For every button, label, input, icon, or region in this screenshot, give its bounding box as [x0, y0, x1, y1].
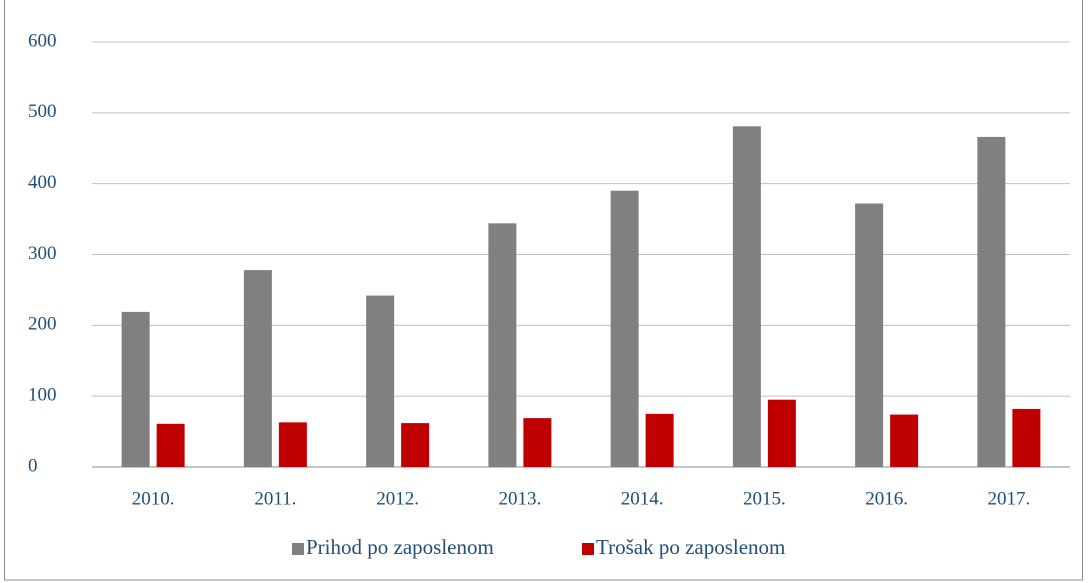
legend-label: Prihod po zaposlenom: [306, 535, 494, 559]
x-tick-label: 2010.: [132, 488, 175, 509]
y-tick-label: 0: [28, 455, 38, 476]
x-tick-label: 2017.: [988, 488, 1031, 509]
legend-swatch: [582, 543, 594, 555]
bar: [610, 190, 639, 467]
x-tick-label: 2013.: [499, 488, 542, 509]
bar: [890, 414, 919, 467]
bar: [855, 203, 884, 467]
y-tick-label: 300: [28, 243, 57, 264]
bar: [645, 413, 674, 467]
bar: [156, 423, 185, 467]
x-tick-label: 2012.: [376, 488, 419, 509]
bar: [767, 399, 796, 467]
x-tick-label: 2016.: [865, 488, 908, 509]
bar: [523, 418, 552, 467]
chart-frame: [4, 0, 1083, 581]
legend-label: Trošak po zaposlenom: [596, 535, 785, 559]
bar: [278, 422, 307, 467]
y-tick-label: 600: [28, 30, 57, 51]
y-tick-label: 400: [28, 172, 57, 193]
x-tick-label: 2014.: [621, 488, 664, 509]
bar: [243, 270, 272, 467]
bar: [401, 423, 430, 467]
y-tick-label: 100: [28, 385, 57, 406]
x-tick-label: 2011.: [254, 488, 296, 509]
y-tick-label: 200: [28, 314, 57, 335]
bar: [366, 295, 395, 467]
bar: [488, 223, 517, 467]
bar: [1012, 408, 1041, 467]
legend-swatch: [292, 543, 304, 555]
x-tick-label: 2015.: [743, 488, 786, 509]
bar: [977, 136, 1006, 467]
bar: [732, 126, 761, 468]
bar: [121, 311, 150, 467]
y-tick-label: 500: [28, 101, 57, 122]
